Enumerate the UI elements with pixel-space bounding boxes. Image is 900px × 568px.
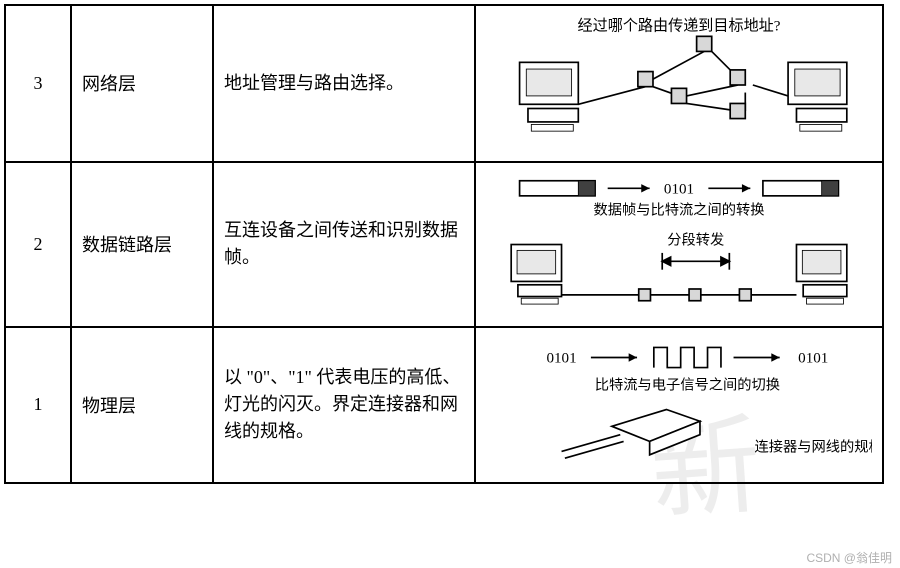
hub-node-icon: [689, 289, 701, 301]
arrow-right-icon: [708, 184, 750, 192]
hub-node-icon: [739, 289, 751, 301]
diagram-caption: 连接器与网线的规格: [755, 438, 872, 455]
bit-label: 0101: [798, 350, 828, 366]
network-layer-diagram: 经过哪个路由传递到目标地址?: [486, 12, 872, 155]
table-row: 2 数据链路层 互连设备之间传送和识别数据帧。 0101: [5, 162, 883, 327]
table-row: 3 网络层 地址管理与路由选择。 经过哪个路由传递到目标地址?: [5, 5, 883, 162]
layer-name: 物理层: [71, 327, 213, 484]
diagram-caption: 比特流与电子信号之间的切换: [595, 376, 780, 393]
layer-name: 数据链路层: [71, 162, 213, 327]
router-node-icon: [730, 70, 745, 85]
physical-layer-diagram: 0101 0101 比特流与电子信号之间的切换: [486, 334, 872, 477]
table-row: 1 物理层 以 "0"、"1" 代表电压的高低、灯光的闪灭。界定连接器和网线的规…: [5, 327, 883, 484]
hub-node-icon: [639, 289, 651, 301]
data-frame-icon: [763, 180, 839, 195]
arrow-right-icon: [734, 353, 780, 361]
connector-icon: [562, 409, 700, 458]
layer-number: 2: [5, 162, 71, 327]
diagram-title: 经过哪个路由传递到目标地址?: [578, 17, 781, 34]
layer-diagram-cell: 经过哪个路由传递到目标地址?: [475, 5, 883, 162]
layer-number: 1: [5, 327, 71, 484]
computer-icon: [788, 62, 847, 131]
layer-description: 地址管理与路由选择。: [213, 5, 475, 162]
diagram-caption: 分段转发: [667, 231, 724, 248]
osi-layers-table: 3 网络层 地址管理与路由选择。 经过哪个路由传递到目标地址?: [4, 4, 884, 484]
layer-description: 以 "0"、"1" 代表电压的高低、灯光的闪灭。界定连接器和网线的规格。: [213, 327, 475, 484]
source-watermark: CSDN @翁佳明: [806, 549, 892, 566]
router-node-icon: [730, 103, 745, 118]
layer-diagram-cell: 0101 0101 比特流与电子信号之间的切换: [475, 327, 883, 484]
router-node-icon: [638, 72, 653, 87]
layer-diagram-cell: 0101 数据帧与比特流之间的转换: [475, 162, 883, 327]
layer-number: 3: [5, 5, 71, 162]
datalink-layer-diagram: 0101 数据帧与比特流之间的转换: [486, 169, 872, 320]
data-frame-icon: [520, 180, 596, 195]
square-wave-icon: [654, 347, 721, 367]
bit-label: 0101: [546, 350, 576, 366]
arrow-right-icon: [608, 184, 650, 192]
router-nodes: [638, 36, 745, 118]
diagram-caption: 数据帧与比特流之间的转换: [593, 201, 764, 218]
layer-description: 互连设备之间传送和识别数据帧。: [213, 162, 475, 327]
bit-label: 0101: [664, 181, 694, 197]
arrow-right-icon: [591, 353, 637, 361]
computer-icon: [796, 244, 846, 304]
layer-name: 网络层: [71, 5, 213, 162]
computer-icon: [520, 62, 579, 131]
router-node-icon: [697, 36, 712, 51]
double-arrow-icon: [662, 253, 729, 270]
computer-icon: [511, 244, 561, 304]
router-node-icon: [671, 88, 686, 103]
